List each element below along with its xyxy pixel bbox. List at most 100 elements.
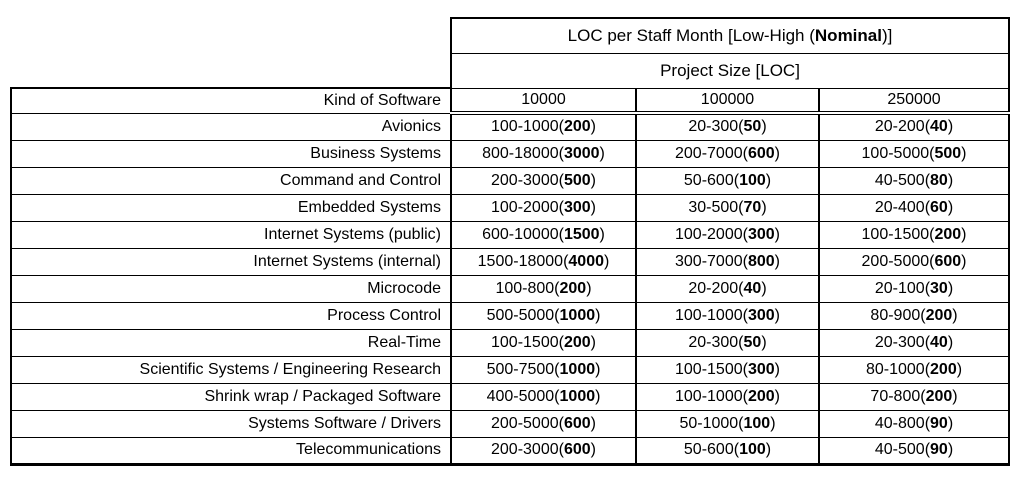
table-row: Microcode 100-800(200) 20-200(40) 20-100… <box>10 274 1011 303</box>
loc-cell: 40-800(90) <box>817 409 1011 438</box>
loc-nominal: 80 <box>930 171 948 189</box>
loc-close: ) <box>595 387 601 405</box>
loc-close: ) <box>761 279 767 297</box>
loc-cell: 80-1000(200) <box>817 355 1011 384</box>
loc-cell: 100-800(200) <box>450 274 637 303</box>
loc-nominal: 40 <box>930 333 948 351</box>
loc-range: 70-800( <box>870 387 926 405</box>
loc-range: 30-500( <box>688 198 744 216</box>
loc-cell: 20-100(30) <box>817 274 1011 303</box>
loc-cell: 40-500(90) <box>817 436 1011 466</box>
blank-corner <box>11 18 451 53</box>
loc-cell: 100-1500(200) <box>450 328 637 357</box>
loc-range: 20-300( <box>688 118 744 136</box>
size-column-header-250000: 250000 <box>817 88 1011 115</box>
table-body: Avionics 100-1000(200) 20-300(50) 20-200… <box>10 112 1011 466</box>
loc-nominal: 1000 <box>559 360 596 378</box>
loc-cell: 200-3000(500) <box>450 166 637 195</box>
loc-cell: 1500-18000(4000) <box>450 247 637 276</box>
loc-cell: 50-600(100) <box>635 436 820 466</box>
loc-range: 100-1500( <box>675 360 748 378</box>
loc-range: 50-1000( <box>679 414 744 432</box>
loc-cell: 70-800(200) <box>817 382 1011 411</box>
loc-close: ) <box>761 198 767 216</box>
loc-cell: 100-1000(200) <box>450 112 637 141</box>
loc-cell: 500-5000(1000) <box>450 301 637 330</box>
loc-range: 100-2000( <box>491 198 564 216</box>
loc-nominal: 200 <box>934 225 962 243</box>
loc-range: 200-3000( <box>491 171 564 189</box>
table-row: Internet Systems (internal) 1500-18000(4… <box>10 247 1011 276</box>
loc-range: 1500-18000( <box>477 252 569 270</box>
table-row: Avionics 100-1000(200) 20-300(50) 20-200… <box>10 112 1011 141</box>
loc-close: ) <box>774 225 780 243</box>
loc-nominal: 1000 <box>559 387 596 405</box>
kind-cell: Scientific Systems / Engineering Researc… <box>10 355 452 384</box>
loc-nominal: 300 <box>747 306 775 324</box>
loc-nominal: 300 <box>563 198 591 216</box>
kind-cell: Avionics <box>10 112 452 141</box>
loc-cell: 400-5000(1000) <box>450 382 637 411</box>
loc-range: 100-2000( <box>675 225 748 243</box>
loc-close: ) <box>599 225 605 243</box>
loc-close: ) <box>952 387 958 405</box>
table-row: Scientific Systems / Engineering Researc… <box>10 355 1011 384</box>
loc-range: 20-300( <box>874 333 931 351</box>
loc-cell: 200-5000(600) <box>817 247 1011 276</box>
title-text-pre: LOC per Staff Month [Low-High ( <box>567 25 815 45</box>
loc-nominal: 1500 <box>563 225 600 243</box>
loc-range: 20-200( <box>688 279 744 297</box>
loc-range: 100-1000( <box>675 387 748 405</box>
loc-range: 80-900( <box>870 306 926 324</box>
loc-nominal: 300 <box>747 225 775 243</box>
table-header: LOC per Staff Month [Low-High (Nominal)]… <box>10 17 1011 115</box>
loc-range: 600-10000( <box>482 225 564 243</box>
loc-close: ) <box>961 144 967 162</box>
loc-close: ) <box>961 252 967 270</box>
loc-range: 200-7000( <box>675 144 748 162</box>
loc-cell: 100-1500(300) <box>635 355 820 384</box>
loc-close: ) <box>947 279 954 297</box>
subtitle-row: Project Size [LOC] <box>11 53 1011 89</box>
loc-cell: 200-7000(600) <box>635 139 820 168</box>
loc-range: 200-5000( <box>491 414 564 432</box>
loc-close: ) <box>761 333 767 351</box>
loc-cell: 600-10000(1500) <box>450 220 637 249</box>
loc-range: 400-5000( <box>486 387 560 405</box>
loc-cell: 20-400(60) <box>817 193 1011 222</box>
size-column-header-10000: 10000 <box>450 88 637 115</box>
loc-range: 50-600( <box>683 171 740 189</box>
table-row: Business Systems 800-18000(3000) 200-700… <box>10 139 1011 168</box>
kind-cell: Systems Software / Drivers <box>10 409 452 438</box>
loc-range: 20-400( <box>874 198 931 216</box>
kind-of-software-header: Kind of Software <box>10 87 452 114</box>
loc-cell: 80-900(200) <box>817 301 1011 330</box>
table-row: Real-Time 100-1500(200) 20-300(50) 20-30… <box>10 328 1011 357</box>
loc-range: 500-5000( <box>486 306 560 324</box>
table-title: LOC per Staff Month [Low-High (Nominal)] <box>449 17 1011 54</box>
loc-close: ) <box>604 252 610 270</box>
loc-close: ) <box>947 333 954 351</box>
loc-range: 50-600( <box>683 441 740 458</box>
loc-close: ) <box>765 441 772 458</box>
loc-nominal: 200 <box>563 118 591 136</box>
column-header-row: Kind of Software 10000 100000 250000 <box>10 87 1011 115</box>
loc-nominal: 90 <box>930 414 948 432</box>
table-row: Shrink wrap / Packaged Software 400-5000… <box>10 382 1011 411</box>
kind-cell: Process Control <box>10 301 452 330</box>
loc-range: 100-1000( <box>675 306 748 324</box>
loc-nominal: 600 <box>563 441 591 458</box>
title-text-bold: Nominal <box>814 25 882 45</box>
loc-close: ) <box>595 360 601 378</box>
loc-nominal: 200 <box>930 360 957 378</box>
loc-cell: 100-2000(300) <box>635 220 820 249</box>
loc-nominal: 100 <box>739 441 766 458</box>
loc-close: ) <box>765 171 772 189</box>
kind-cell: Business Systems <box>10 139 452 168</box>
loc-range: 40-800( <box>874 414 931 432</box>
loc-per-staff-month-table: LOC per Staff Month [Low-High (Nominal)]… <box>10 17 1011 466</box>
loc-cell: 50-1000(100) <box>635 409 820 438</box>
loc-nominal: 40 <box>743 279 762 297</box>
kind-cell: Internet Systems (internal) <box>10 247 452 276</box>
loc-close: ) <box>590 333 596 351</box>
